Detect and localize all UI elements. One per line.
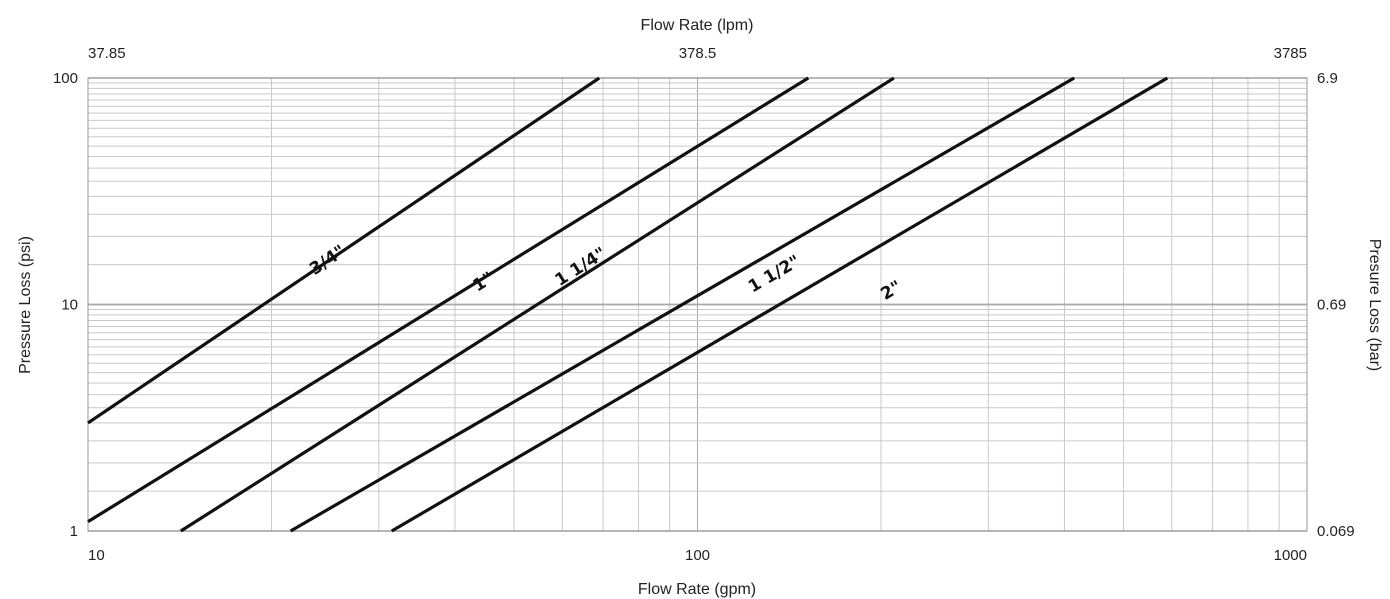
top-tick-label: 378.5	[679, 45, 717, 62]
left-tick-label: 100	[53, 70, 78, 87]
left-tick-label: 1	[70, 523, 78, 540]
right-tick-label: 0.69	[1317, 297, 1346, 314]
top-tick-label: 37.85	[88, 45, 126, 62]
bottom-tick-label: 10	[88, 547, 105, 564]
series-label-1: 3/4"	[306, 241, 349, 279]
series-label-3: 1 1/4"	[552, 244, 610, 291]
series-label-4: 1 1/2"	[745, 252, 804, 298]
series-line-5	[390, 76, 1169, 533]
left-tick-label: 10	[61, 297, 78, 314]
series-labels: 3/4"1" 1 1/4" 1 1/2" 2"	[306, 241, 905, 304]
series-line-4	[289, 76, 1076, 533]
top-tick-label: 3785	[1274, 45, 1307, 62]
series-line-2	[87, 76, 810, 523]
right-tick-label: 0.069	[1317, 523, 1355, 540]
series-lines	[87, 76, 1169, 533]
right-tick-label: 6.9	[1317, 70, 1338, 87]
tick-labels: 10 100 1000 37.85 378.5 3785 1 10 100 0.069 0.69 6.…	[53, 45, 1355, 564]
series-line-1	[87, 76, 601, 425]
grid	[87, 77, 1308, 532]
right-axis-title: Presure Loss (bar)	[1366, 239, 1383, 372]
bottom-tick-label: 100	[685, 547, 710, 564]
series-line-3	[179, 76, 895, 533]
series-label-5: 2"	[877, 277, 905, 305]
plot-frame	[87, 77, 1308, 532]
bottom-axis-title: Flow Rate (gpm)	[638, 581, 756, 598]
bottom-tick-label: 1000	[1274, 547, 1307, 564]
top-axis-title: Flow Rate (lpm)	[641, 17, 754, 34]
left-axis-title: Pressure Loss (psi)	[17, 236, 34, 374]
